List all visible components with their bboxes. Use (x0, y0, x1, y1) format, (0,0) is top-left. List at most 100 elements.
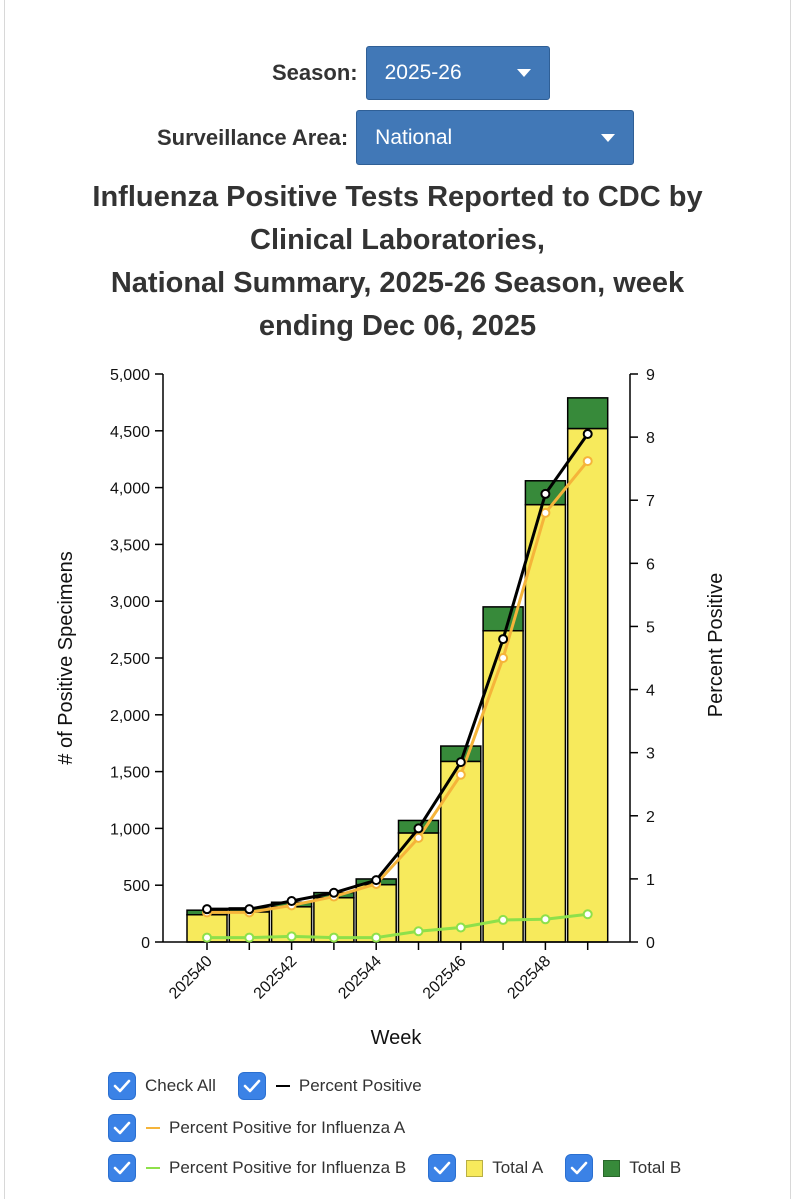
x-tick-label: 202548 (504, 953, 554, 1003)
pct-positive-b-point (455, 922, 466, 933)
pct-positive-point (371, 875, 382, 886)
frame-edge-left (4, 0, 5, 1199)
area-select[interactable]: National (356, 110, 635, 165)
y-tick-label: 0 (141, 935, 150, 952)
pct-positive-a-swatch (146, 1127, 160, 1129)
y2-tick-label: 2 (646, 809, 655, 826)
pct-positive-b-point (244, 932, 255, 943)
y2-tick-label: 4 (646, 683, 655, 700)
checkmark-icon (113, 1121, 131, 1135)
pct-positive-a-point (498, 653, 509, 663)
pct-positive-a-point (540, 507, 551, 518)
chart-title-line: Clinical Laboratories, (250, 224, 545, 256)
y2-tick-label: 6 (646, 556, 655, 573)
checkbox-total-b[interactable] (565, 1154, 594, 1182)
chevron-down-icon (516, 69, 531, 77)
checkmark-icon (113, 1079, 131, 1093)
x-tick-label: 202540 (166, 953, 216, 1003)
bar-total-b (566, 397, 609, 430)
pct-positive-a-point (413, 832, 424, 843)
legend-pct-positive-a-label: Percent Positive for Influenza A (169, 1118, 406, 1137)
legend-total-b[interactable]: Total B (565, 1154, 681, 1182)
pct-positive-b-line (205, 912, 590, 940)
chart-title-line: National Summary, 2025-26 Season, week (110, 267, 685, 299)
pct-positive-point (413, 823, 424, 834)
pct-positive-b-swatch (146, 1167, 160, 1169)
bar-total-a (397, 832, 440, 943)
y-tick-label: 4,500 (110, 424, 150, 441)
legend-total-a-label: Total A (492, 1158, 544, 1177)
pct-positive-a-point (582, 456, 593, 467)
season-value: 2025-26 (384, 61, 462, 84)
y2-tick-label: 1 (646, 872, 655, 889)
pct-positive-swatch (275, 1085, 290, 1087)
season-label: Season: (272, 60, 358, 85)
checkbox-check-all[interactable] (108, 1072, 136, 1100)
legend-pct-positive-a[interactable]: Percent Positive for Influenza A (108, 1114, 405, 1142)
total-b-swatch (603, 1159, 621, 1177)
chart-title-line: ending Dec 06, 2025 (258, 310, 537, 342)
pct-positive-point (328, 887, 339, 898)
checkbox-pct-positive-a[interactable] (108, 1114, 136, 1142)
legend-check-all[interactable]: Check All (108, 1072, 216, 1100)
pct-positive-point (455, 757, 466, 768)
y-tick-label: 4,000 (110, 481, 150, 498)
y2-tick-label: 3 (646, 746, 655, 763)
checkmark-icon (243, 1079, 261, 1093)
pct-positive-b-point (540, 914, 551, 925)
chart-title-line: Influenza Positive Tests Reported to CDC… (92, 181, 703, 213)
legend-row-2: Percent Positive for Influenza A (108, 1114, 427, 1142)
chart: 0 500 1,000 1,500 2,000 2,500 3,000 3,500 4,000 4… (55, 367, 727, 1049)
y-axis-label: # of Positive Specimens (55, 551, 77, 764)
pct-positive-b-point (286, 931, 297, 942)
pct-positive-b-point (371, 932, 382, 943)
x-axis-label: Week (371, 1027, 423, 1049)
y2-tick-label: 5 (646, 619, 655, 636)
legend-total-a[interactable]: Total A (428, 1154, 543, 1182)
pct-positive-b-point (498, 914, 509, 925)
bar-total-a (524, 503, 567, 943)
checkbox-total-a[interactable] (428, 1154, 457, 1182)
pct-positive-point (498, 634, 509, 645)
legend-pct-positive-b[interactable]: Percent Positive for Influenza B (108, 1154, 406, 1182)
area-value: National (375, 125, 453, 149)
y2-tick-label: 8 (646, 430, 655, 447)
y2-tick-label: 7 (646, 493, 655, 510)
x-tick-label: 202546 (420, 953, 470, 1003)
area-control: Surveillance Area: National (157, 110, 635, 165)
chart-title: Influenza Positive Tests Reported to CDC… (30, 176, 765, 348)
y-tick-label: 2,500 (110, 651, 150, 668)
checkbox-pct-positive[interactable] (237, 1072, 266, 1100)
y-tick-label: 5,000 (110, 367, 150, 384)
y-tick-label: 3,000 (110, 594, 150, 611)
x-tick-label: 202544 (335, 953, 385, 1003)
y-tick-label: 2,000 (110, 708, 150, 725)
legend-row-1: Check All Percent Positive (108, 1072, 444, 1100)
pct-positive-a-point (455, 769, 466, 780)
y2-tick-label: 9 (646, 367, 655, 384)
season-control: Season: 2025-26 (272, 46, 550, 100)
pct-positive-b-point (202, 932, 212, 943)
bar-total-a (440, 760, 482, 943)
legend-pct-positive-label: Percent Positive (298, 1076, 422, 1095)
y-tick-label: 3,500 (110, 537, 150, 554)
legend-check-all-label: Check All (145, 1076, 216, 1095)
y2-axis-label: Percent Positive (705, 573, 727, 718)
checkbox-pct-positive-b[interactable] (108, 1154, 136, 1182)
pct-positive-point (202, 904, 212, 915)
legend-pct-positive[interactable]: Percent Positive (237, 1072, 422, 1100)
pct-positive-a-line (205, 459, 590, 914)
pct-positive-point (540, 488, 551, 499)
pct-positive-b-point (413, 926, 424, 937)
y-tick-label: 1,500 (110, 765, 150, 782)
season-select[interactable]: 2025-26 (365, 46, 550, 100)
chevron-down-icon (601, 133, 616, 142)
y-tick-label: 1,000 (110, 821, 150, 838)
legend-row-3: Percent Positive for Influenza B Total A… (108, 1154, 703, 1182)
pct-positive-point (286, 895, 297, 906)
pct-positive-b-point (582, 909, 593, 920)
y-tick-label: 500 (123, 878, 150, 895)
bar-total-a (566, 427, 609, 943)
y2-tick-label: 0 (646, 935, 655, 952)
total-a-swatch (466, 1159, 484, 1177)
